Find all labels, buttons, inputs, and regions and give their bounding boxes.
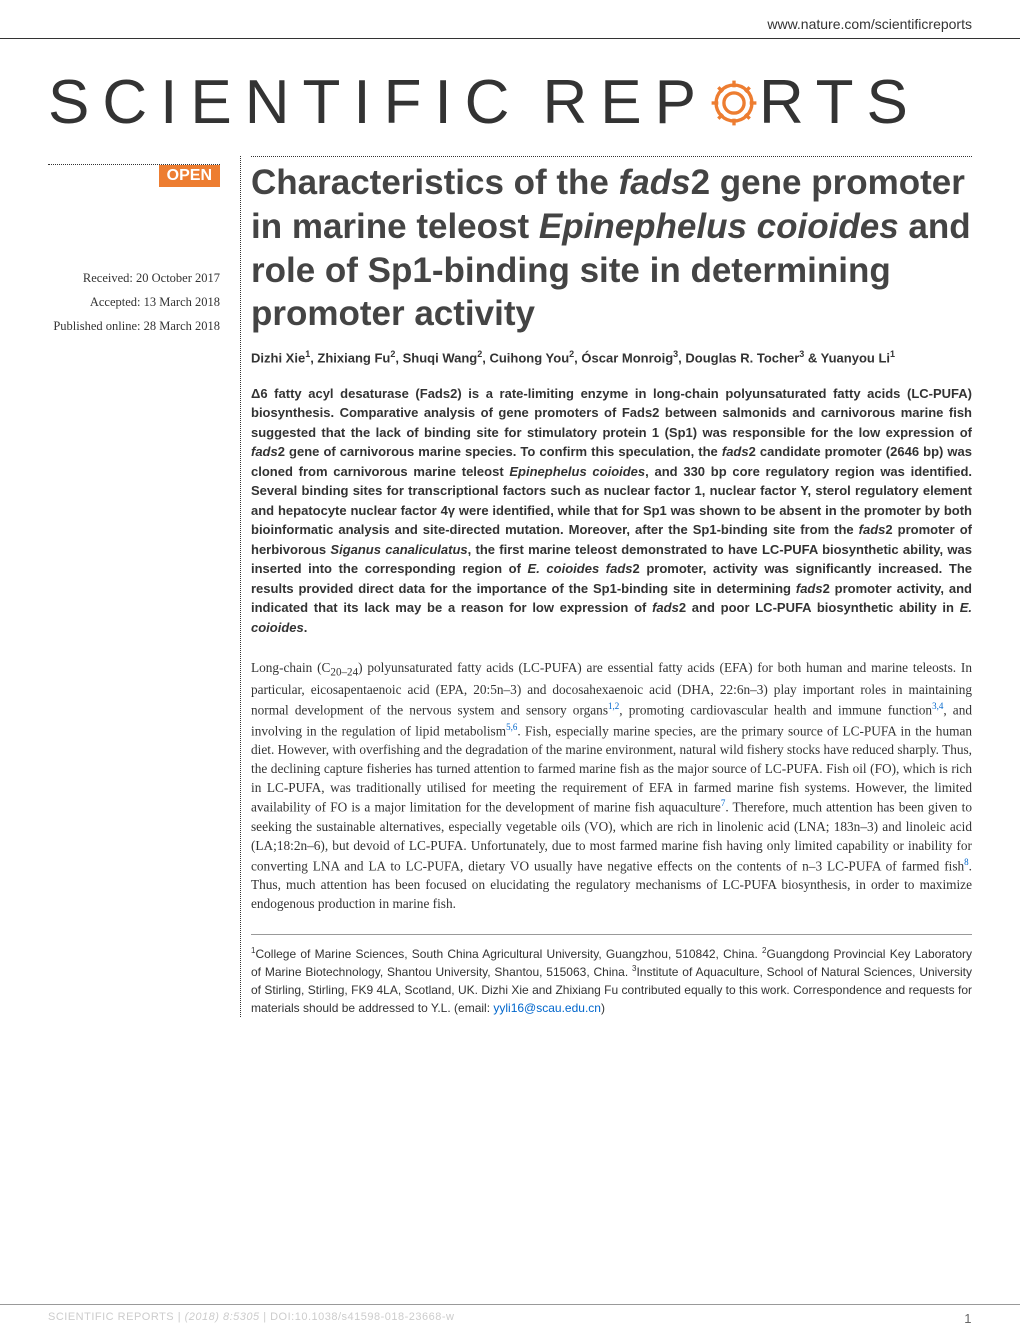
date-accepted: Accepted: 13 March 2018 [48, 291, 220, 315]
left-column: OPEN Received: 20 October 2017 Accepted:… [48, 156, 220, 1017]
authors: Dizhi Xie1, Zhixiang Fu2, Shuqi Wang2, C… [251, 348, 972, 368]
footer-citation: SCIENTIFIC REPORTS | (2018) 8:5305 | DOI… [48, 1311, 455, 1326]
logo-text-after: RTS [759, 67, 921, 138]
footer: SCIENTIFIC REPORTS | (2018) 8:5305 | DOI… [0, 1304, 1020, 1340]
footer-citation-details: | (2018) 8:5305 | DOI:10.1038/s41598-018… [178, 1311, 455, 1323]
logo-text-middle: REP [542, 67, 708, 138]
logo-text-before: SCIENTIFIC [48, 67, 522, 138]
journal-logo: SCIENTIFIC REP RTS [48, 67, 972, 138]
footer-journal: SCIENTIFIC REPORTS [48, 1311, 174, 1323]
page-number: 1 [964, 1311, 972, 1326]
content-wrapper: OPEN Received: 20 October 2017 Accepted:… [0, 156, 1020, 1017]
header-bar: www.nature.com/scientificreports [0, 0, 1020, 39]
article-title: Characteristics of the fads2 gene promot… [251, 157, 972, 336]
date-published: Published online: 28 March 2018 [48, 315, 220, 339]
open-access-badge: OPEN [159, 165, 220, 187]
body-text: Long-chain (C20–24) polyunsaturated fatt… [251, 659, 972, 914]
affiliations: 1College of Marine Sciences, South China… [251, 934, 972, 1017]
gear-icon [706, 75, 762, 131]
abstract: Δ6 fatty acyl desaturase (Fads2) is a ra… [251, 384, 972, 638]
header-url[interactable]: www.nature.com/scientificreports [767, 16, 972, 32]
right-column: Characteristics of the fads2 gene promot… [240, 156, 972, 1017]
publication-dates: Received: 20 October 2017 Accepted: 13 M… [48, 267, 220, 338]
date-received: Received: 20 October 2017 [48, 267, 220, 291]
